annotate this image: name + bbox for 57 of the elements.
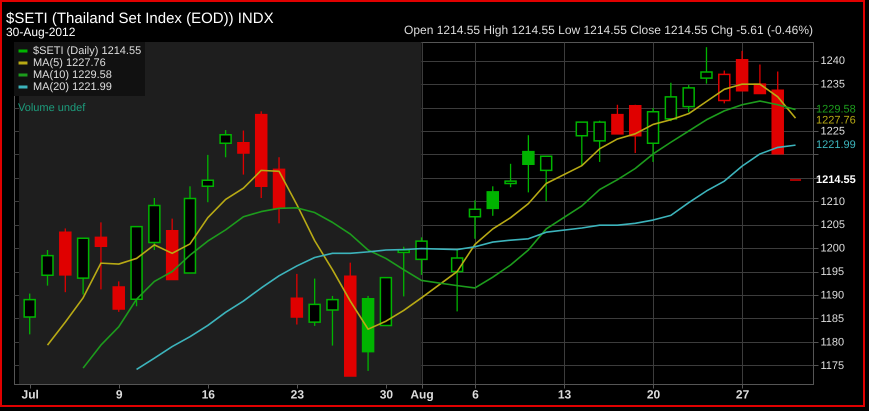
candlestick: [576, 121, 588, 166]
data-label: 1227.76: [816, 114, 856, 127]
legend-label: $SETI (Daily) 1214.55: [33, 45, 142, 57]
y-tick-label: 1200: [820, 242, 845, 255]
candlestick: [290, 273, 304, 326]
legend-label: MA(5) 1227.76: [33, 57, 106, 69]
x-tick-label: 20: [646, 388, 661, 402]
data-label: 1221.99: [816, 139, 856, 152]
y-tick-label: 1210: [820, 196, 845, 208]
text: 1214.55: [816, 174, 856, 186]
annotation: Volume undef: [18, 102, 86, 114]
text: Open 1214.55 High 1214.55 Low 1214.55 Close 1214.55 Chg -5.61 (-0.46%): [404, 23, 813, 37]
candlestick: [23, 292, 36, 335]
legend-label: MA(20) 1221.99: [33, 81, 112, 93]
x-tick-label: Jul: [22, 388, 39, 402]
x-tick-label: 27: [736, 388, 750, 402]
candlestick: [682, 84, 695, 113]
candlestick: [415, 236, 428, 276]
y-tick-label: 1180: [820, 336, 844, 348]
y-tick-label: 1225: [820, 126, 845, 138]
candlestick: [202, 154, 214, 203]
candlestick: [237, 130, 250, 176]
y-tick-label: 1240: [820, 55, 845, 68]
data-label: 1229.58: [816, 104, 856, 116]
candlestick: [308, 278, 321, 327]
y-tick-label: 1235: [820, 78, 845, 91]
legend-label: MA(10) 1229.58: [33, 69, 112, 81]
chart-title: $SETI (Thailand Set Index (EOD)) INDX: [6, 10, 274, 27]
y-tick-label: 1175: [820, 360, 844, 372]
line-series: [136, 144, 796, 370]
x-tick-label: Aug: [410, 388, 434, 402]
candlestick: [664, 82, 678, 122]
y-tick-label: 1195: [820, 266, 844, 278]
y-tick-label: 1185: [820, 312, 844, 325]
x-tick-label: 16: [202, 388, 216, 402]
candlestick: [41, 249, 54, 286]
y-tick-label: 1190: [820, 289, 844, 302]
y-tick-label: 1205: [820, 219, 845, 232]
x-tick-label: 6: [472, 388, 480, 402]
x-tick-label: 30: [380, 388, 394, 402]
candlestick: [611, 104, 624, 135]
chart-subtitle: 30-Aug-2012: [6, 25, 76, 39]
candlestick: [700, 46, 713, 84]
candlestick: [540, 156, 552, 202]
candlestick: [450, 248, 464, 312]
candlestick: [112, 280, 125, 312]
candlestick: [468, 200, 482, 240]
candlestick: [219, 129, 232, 158]
candlestick: [522, 134, 535, 194]
candlestick: [486, 186, 500, 216]
x-tick-label: 9: [116, 388, 123, 402]
candlestick: [593, 120, 606, 163]
x-tick-label: 13: [558, 388, 572, 402]
candlestick: [94, 222, 108, 290]
candlestick: [504, 163, 517, 188]
candlestick: [326, 295, 339, 346]
x-tick-label: 23: [290, 388, 304, 402]
